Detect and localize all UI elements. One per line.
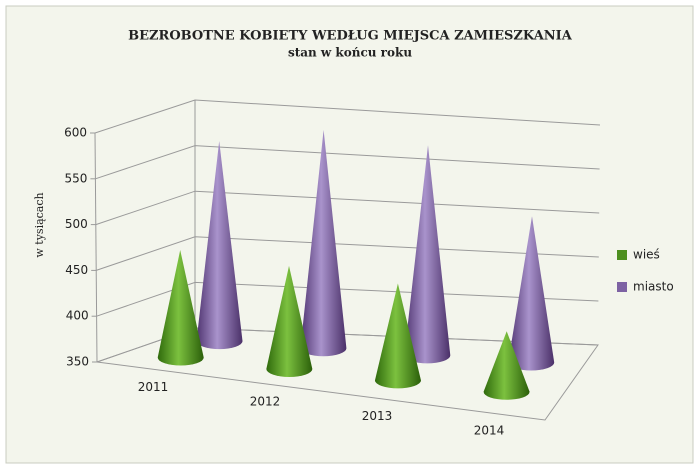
y-tick-label: 500	[65, 217, 88, 231]
x-tick-label: 2014	[474, 423, 505, 437]
y-tick-label: 400	[66, 309, 89, 323]
chart-subtitle: stan w końcu roku	[288, 46, 412, 60]
y-tick-label: 350	[66, 355, 89, 369]
x-tick-label: 2012	[250, 394, 281, 408]
grid-line	[95, 145, 600, 180]
y-tick-label: 450	[65, 263, 88, 277]
legend-swatch	[617, 282, 627, 292]
grid-line	[96, 236, 599, 271]
legend-swatch	[617, 250, 627, 260]
cone	[404, 145, 451, 364]
cone	[196, 141, 243, 350]
cone	[266, 265, 313, 377]
y-tick-label: 550	[64, 171, 87, 185]
legend-label: miasto	[633, 280, 674, 294]
cone	[300, 130, 347, 357]
chart-title: BEZROBOTNE KOBIETY WEDŁUG MIEJSCA ZAMIES…	[128, 29, 573, 44]
grid-line	[94, 99, 601, 134]
legend-label: wieś	[633, 248, 660, 262]
cone	[508, 216, 555, 371]
cone	[483, 331, 530, 400]
grid-line	[96, 281, 599, 317]
cone	[157, 250, 204, 366]
cone	[374, 283, 421, 389]
x-tick-label: 2011	[138, 380, 169, 394]
y-axis-label: w tysiącach	[33, 192, 46, 257]
y-axis	[94, 132, 98, 363]
x-tick-label: 2013	[362, 409, 393, 423]
grid-line	[95, 190, 600, 226]
chart-area	[5, 5, 694, 464]
y-tick-label: 600	[64, 126, 87, 140]
